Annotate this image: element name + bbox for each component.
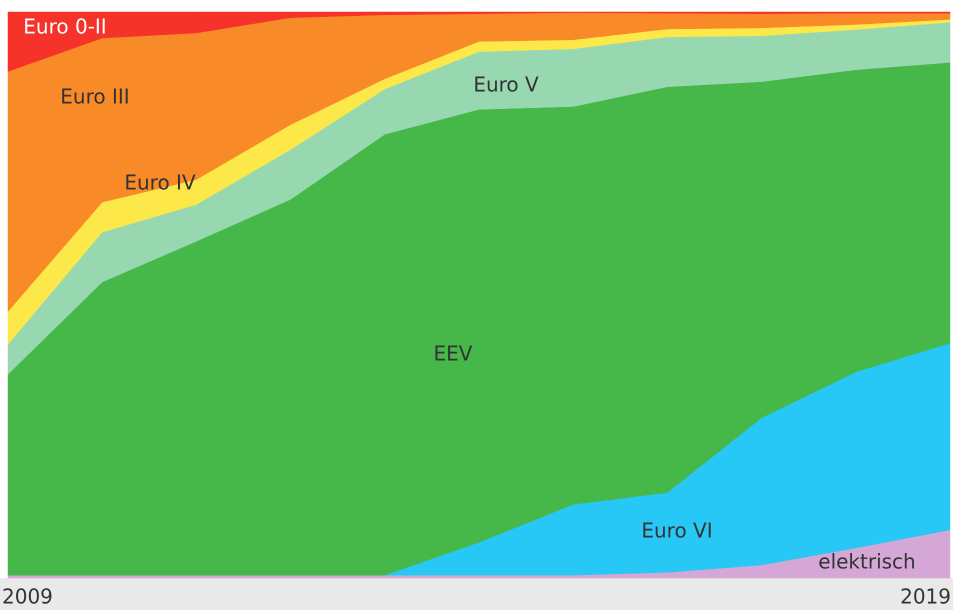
series-label: Euro 0-II [23,15,106,39]
series-label: Euro V [473,73,539,97]
x-tick-label: 2019 [900,585,951,609]
area [7,11,951,72]
series-label: elektrisch [818,550,915,574]
series-label: EEV [434,342,473,366]
series-label: Euro VI [641,519,712,543]
series-label: Euro III [60,85,129,109]
x-tick-label: 2009 [2,585,53,609]
series-label: Euro IV [124,171,196,195]
axis-band [0,578,953,610]
